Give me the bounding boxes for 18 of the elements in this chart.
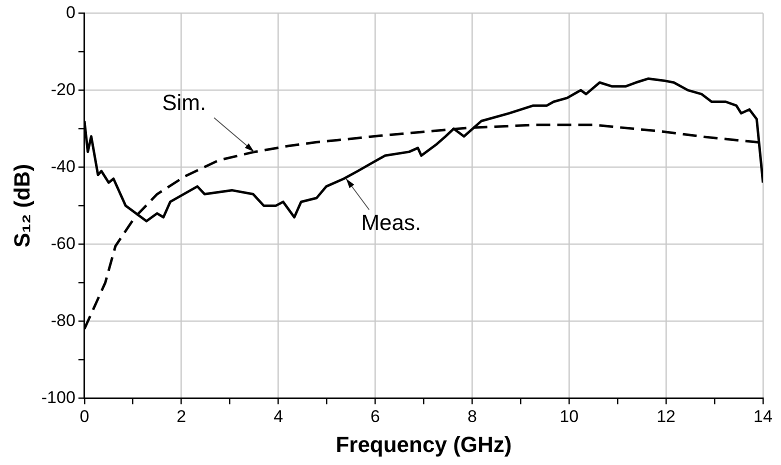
y-tick-label: -60: [50, 234, 76, 253]
annotation: Sim.: [162, 90, 206, 115]
x-tick-label: 8: [467, 407, 477, 426]
x-axis-title: Frequency (GHz): [336, 432, 512, 457]
y-tick-label: -80: [50, 310, 76, 330]
y-tick-label: -40: [50, 156, 76, 176]
x-tick-label: 14: [754, 407, 772, 426]
x-tick-label: 4: [274, 407, 284, 426]
x-tick-label: 0: [80, 407, 90, 426]
y-axis-title: S₁₂ (dB): [9, 164, 34, 248]
y-tick-label: 0: [66, 2, 76, 22]
x-tick-label: 6: [370, 407, 380, 426]
annotation: Meas.: [361, 210, 422, 235]
x-tick-label: 12: [656, 407, 676, 426]
x-tick-label: 2: [176, 407, 186, 426]
y-tick-label: -20: [50, 80, 76, 99]
x-tick-label: 10: [560, 407, 579, 426]
y-tick-label: -100: [41, 388, 76, 407]
